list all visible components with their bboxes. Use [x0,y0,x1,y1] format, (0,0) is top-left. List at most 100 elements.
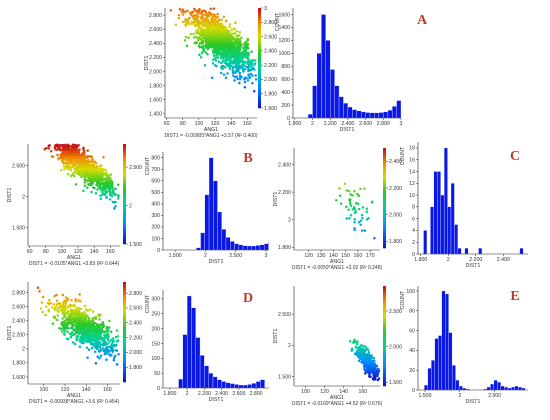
histogram-bar [251,245,256,251]
scatter-point [95,183,98,186]
colorbar-segment [383,321,386,324]
scatter-point [86,339,90,342]
scatter-point [104,177,108,180]
scatter-point [376,368,379,372]
histogram-bar [493,379,498,391]
histogram: 1.800 2 2.200 2.400 2.600 2.800 0 50 100 150 200 25… [145,290,269,403]
scatter-point [58,327,61,330]
scatter-point [338,194,342,198]
histogram-bar [247,245,252,251]
scatter-point [355,353,359,357]
scatter-point [85,337,88,340]
scatter-point [223,29,227,32]
x-tick-label: 120 [74,249,83,255]
scatter-point [88,337,92,340]
y-tick-label: 200 [281,103,290,109]
x-tick-label: 3 [265,253,268,259]
scatter-point [237,42,241,45]
x-tick-label: 130 [317,253,326,259]
colorbar-segment [123,201,126,205]
scatter-point [216,56,220,59]
colorbar-segment [258,58,261,61]
histogram-bar [518,386,522,391]
scatter-point [99,164,103,167]
colorbar-segment [123,337,126,340]
scatter-point [202,47,206,51]
colorbar-tick-label: 2 [129,203,132,209]
colorbar-segment [383,371,386,374]
colorbar-segment [123,362,126,365]
colorbar-segment [383,213,386,216]
scatter-point [91,181,94,184]
scatter-point [343,182,347,186]
scatter-point [363,361,366,365]
scatter-point [107,175,110,178]
histogram-bar [338,96,344,119]
scatter-point [216,19,220,23]
scatter-point [86,171,90,174]
scatter-point [247,69,250,73]
scatter-point [231,70,235,73]
colorbar-tick-label: 2.600 [264,34,277,40]
scatter-point [352,339,355,343]
scatter-point [195,29,199,33]
histogram-bar [217,211,222,251]
y-tick-label: 2.200 [12,333,25,339]
colorbar-segment [123,357,126,360]
scatter-point [115,329,119,332]
scatter-point [214,59,218,62]
histogram-bar [263,243,269,251]
scatter-point [98,329,102,333]
colorbar-segment [383,240,386,244]
scatter-point [80,165,83,169]
scatter-point [67,326,70,330]
scatter-point [201,11,204,14]
scatter-point [75,161,79,164]
histogram-bar [504,386,508,391]
scatter-point [240,75,243,79]
scatter-point [227,62,230,66]
scatter-point [220,34,224,38]
scatter-point [205,41,209,45]
scatter-point [70,160,74,164]
scatter-point [66,167,69,171]
scatter-point [84,155,87,158]
scatter-point [235,37,239,41]
scatter-point [68,160,71,164]
x-tick-label: 120 [61,387,70,393]
scatter-point [117,197,120,200]
colorbar-segment [383,205,386,209]
histogram-bar [443,147,448,255]
scatter-point [71,172,75,176]
scatter-point [202,45,205,48]
scatter-point [94,337,98,341]
scatter-point [213,47,217,51]
colorbar-segment [123,239,126,242]
histogram-bar [447,206,452,255]
scatter-point [233,57,237,61]
scatter-point [183,39,187,42]
scatter-point [206,47,210,51]
scatter-point [66,158,70,162]
x-tick-label: 100 [40,387,49,393]
scatter-point [234,21,237,24]
scatter-point [365,210,369,213]
scatter-point [95,347,99,351]
histogram-bar [334,85,340,119]
y-tick-label: 1.800 [278,245,291,251]
histogram-bar [230,383,235,389]
scatter-point [356,349,359,353]
scatter-point [95,324,99,328]
colorbar-segment [383,346,386,349]
scatter-point [353,218,356,221]
scatter-point [98,334,102,338]
colorbar-segment [383,336,386,339]
scatter-point [55,148,58,151]
scatter-point [199,55,203,59]
scatter-point [222,73,226,76]
scatter-point [363,187,366,190]
scatter-point [246,37,250,41]
y-tick-label: 600 [281,77,290,83]
scatter-point [43,148,47,151]
scatter-point [345,189,348,192]
